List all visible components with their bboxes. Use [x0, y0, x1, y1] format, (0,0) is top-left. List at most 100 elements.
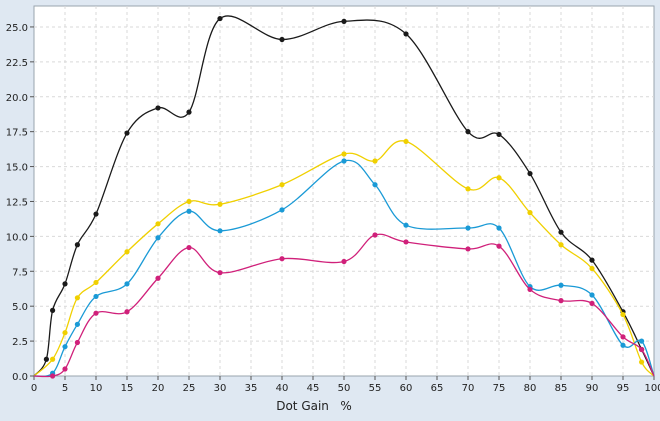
- series-1-point: [74, 295, 80, 301]
- series-3-point: [589, 300, 595, 306]
- series-1-point: [589, 265, 595, 272]
- series-2-point: [62, 344, 68, 350]
- y-tick-label: 25.0: [6, 23, 28, 34]
- x-axis-title: Dot Gain %: [276, 399, 352, 413]
- series-2-point: [620, 342, 626, 348]
- series-3-point: [372, 232, 378, 238]
- x-tick-label: 75: [493, 383, 506, 394]
- series-2-point: [465, 225, 471, 231]
- series-1-point: [372, 158, 378, 164]
- x-tick-label: 50: [338, 383, 351, 394]
- x-tick-label: 95: [617, 383, 630, 394]
- series-0-point: [558, 229, 564, 235]
- series-1-point: [186, 198, 192, 205]
- series-0-point: [124, 130, 130, 136]
- series-1-point: [50, 356, 56, 362]
- series-1-point: [62, 330, 68, 336]
- series-2-point: [558, 282, 564, 288]
- series-0-point: [43, 356, 50, 362]
- series-3-point: [403, 239, 409, 245]
- x-tick-label: 60: [400, 383, 413, 394]
- series-3-point: [620, 334, 626, 340]
- series-0-point: [50, 307, 56, 313]
- x-tick-label: 35: [245, 383, 258, 394]
- y-tick-label: 17.5: [6, 128, 28, 139]
- y-tick-label: 12.5: [6, 197, 28, 208]
- x-tick-label: 10: [90, 383, 103, 394]
- series-3-point: [465, 246, 471, 252]
- series-3-point: [93, 310, 99, 316]
- series-1-point: [558, 242, 564, 248]
- series-1-point: [465, 186, 471, 192]
- series-0-point: [527, 170, 533, 177]
- x-tick-label: 40: [276, 383, 289, 394]
- series-1-point: [403, 138, 409, 145]
- x-tick-label: 80: [524, 383, 537, 394]
- series-2-point: [124, 281, 130, 287]
- x-tick-label: 90: [586, 383, 599, 394]
- series-1-point: [124, 249, 130, 255]
- series-0-point: [496, 131, 502, 138]
- x-tick-label: 25: [183, 383, 196, 394]
- series-3-point: [217, 270, 223, 276]
- series-3-point: [155, 275, 161, 281]
- x-tick-label: 5: [62, 383, 68, 394]
- series-0-point: [279, 36, 285, 43]
- series-0-point: [217, 15, 223, 22]
- series-0-point: [93, 211, 99, 217]
- series-3-point: [74, 339, 80, 346]
- y-tick-label: 5.0: [12, 302, 28, 313]
- series-1-point: [496, 175, 502, 181]
- series-0-point: [155, 105, 161, 111]
- y-tick-label: 0.0: [12, 372, 28, 383]
- series-1-point: [527, 210, 533, 216]
- x-tick-label: 70: [462, 383, 475, 394]
- series-2-point: [496, 225, 502, 231]
- series-2-point: [403, 222, 409, 228]
- series-3-point: [496, 243, 502, 249]
- series-2-point: [155, 235, 161, 241]
- series-1-point: [93, 279, 99, 286]
- series-0-point: [62, 281, 68, 287]
- x-tick-label: 30: [214, 383, 227, 394]
- y-tick-label: 2.5: [12, 337, 28, 348]
- x-tick-label: 45: [307, 383, 320, 394]
- series-2-point: [93, 293, 99, 300]
- x-tick-label: 85: [555, 383, 568, 394]
- y-tick-label: 20.0: [6, 93, 28, 104]
- x-tick-label: 20: [152, 383, 165, 394]
- grid-layer: [34, 6, 654, 376]
- y-tick-label: 22.5: [6, 58, 28, 69]
- x-tick-label: 65: [431, 383, 444, 394]
- y-tick-label: 7.5: [12, 267, 28, 278]
- series-2-point: [279, 207, 285, 213]
- x-tick-label: 0: [31, 383, 37, 394]
- series-0-point: [186, 109, 192, 115]
- series-3-point: [50, 373, 56, 379]
- series-2-point: [217, 228, 223, 234]
- series-0-point: [341, 18, 347, 24]
- series-3-point: [62, 366, 68, 372]
- series-3-point: [124, 309, 130, 315]
- series-1-point: [279, 182, 285, 188]
- series-1-point: [341, 151, 347, 157]
- series-1-point: [155, 221, 161, 227]
- axis-layer: 0.0 2.5 5.0 7.5 10.0 12.5 15.0 17.5 20.0 22.5 25.0…: [6, 23, 660, 394]
- series-2-point: [341, 158, 347, 164]
- series-2-point: [186, 208, 192, 214]
- series-2-point: [74, 321, 80, 327]
- series-3-point: [527, 286, 533, 293]
- series-3-point: [639, 346, 645, 353]
- series-3-point: [558, 298, 564, 304]
- series-2-point: [589, 292, 595, 298]
- y-tick-label: 15.0: [6, 163, 28, 174]
- series-2-point: [372, 182, 378, 188]
- series-2-point: [639, 338, 645, 344]
- y-tick-label: 10.0: [6, 232, 28, 243]
- series-layer: [33, 15, 655, 379]
- series-1-point: [620, 311, 626, 318]
- series-0-point: [465, 129, 471, 135]
- series-3-point: [279, 256, 285, 262]
- series-0-point: [403, 31, 409, 37]
